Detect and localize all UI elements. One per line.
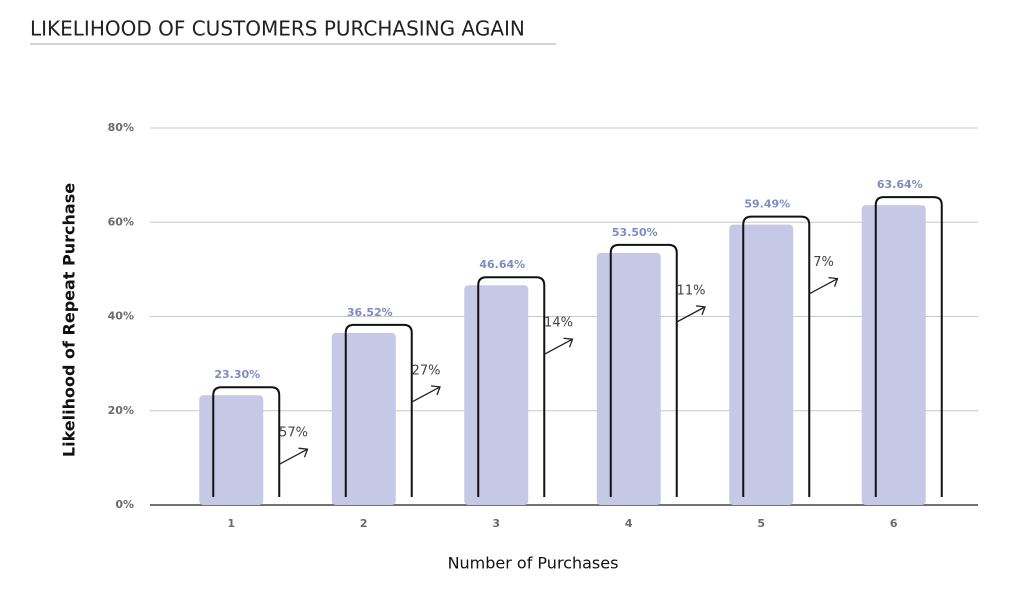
bar-outline xyxy=(344,323,413,497)
growth-label: 14% xyxy=(544,316,573,331)
growth-arrow xyxy=(411,385,441,403)
growth-label: 11% xyxy=(677,283,706,298)
value-label: 63.64% xyxy=(877,178,923,191)
bar xyxy=(331,332,396,505)
y-tick-label: 20% xyxy=(108,404,134,417)
growth-label: 7% xyxy=(813,255,834,270)
chart-title: LIKELIHOOD OF CUSTOMERS PURCHASING AGAIN xyxy=(30,17,525,41)
growth-arrow xyxy=(544,337,574,355)
bar-outline xyxy=(477,276,546,497)
x-tick-label: 4 xyxy=(625,517,633,530)
y-tick-label: 40% xyxy=(108,310,134,323)
bar-outline xyxy=(609,243,678,497)
bar xyxy=(464,285,529,505)
growth-arrow xyxy=(279,447,309,465)
x-tick-label: 5 xyxy=(757,517,765,530)
x-tick-label: 2 xyxy=(360,517,368,530)
bar xyxy=(596,252,661,505)
x-axis-title: Number of Purchases xyxy=(448,554,619,573)
bar xyxy=(729,224,794,505)
value-label: 46.64% xyxy=(479,258,525,271)
y-tick-label: 60% xyxy=(108,215,134,228)
growth-label: 57% xyxy=(279,426,308,441)
bar-outline xyxy=(874,196,943,497)
bar-outline xyxy=(742,215,811,497)
bar xyxy=(861,205,926,505)
y-tick-label: 0% xyxy=(115,498,134,511)
bar xyxy=(199,395,264,505)
growth-label: 27% xyxy=(412,363,441,378)
y-tick-label: 80% xyxy=(108,121,134,134)
growth-arrow xyxy=(809,277,839,295)
x-tick-label: 3 xyxy=(492,517,500,530)
x-tick-label: 6 xyxy=(890,517,898,530)
value-label: 23.30% xyxy=(214,368,260,381)
y-axis-title: Likelihood of Repeat Purchase xyxy=(60,183,79,457)
x-tick-label: 1 xyxy=(227,517,235,530)
growth-arrow xyxy=(676,305,706,323)
value-label: 36.52% xyxy=(347,306,393,319)
value-label: 59.49% xyxy=(744,198,790,211)
bar-outline xyxy=(212,386,281,497)
value-label: 53.50% xyxy=(612,226,658,239)
